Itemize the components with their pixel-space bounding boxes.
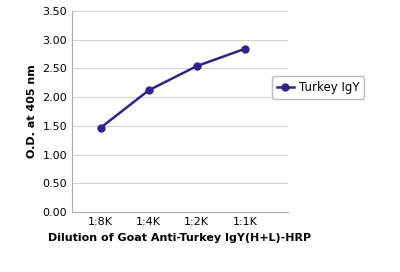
Turkey IgY	[98, 126, 103, 129]
Turkey IgY	[242, 47, 247, 51]
X-axis label: Dilution of Goat Anti-Turkey IgY(H+L)-HRP: Dilution of Goat Anti-Turkey IgY(H+L)-HR…	[48, 233, 312, 243]
Legend: Turkey IgY: Turkey IgY	[272, 76, 364, 98]
Turkey IgY	[194, 64, 199, 68]
Turkey IgY	[146, 89, 151, 92]
Y-axis label: O.D. at 405 nm: O.D. at 405 nm	[27, 65, 37, 158]
Line: Turkey IgY: Turkey IgY	[97, 45, 248, 131]
